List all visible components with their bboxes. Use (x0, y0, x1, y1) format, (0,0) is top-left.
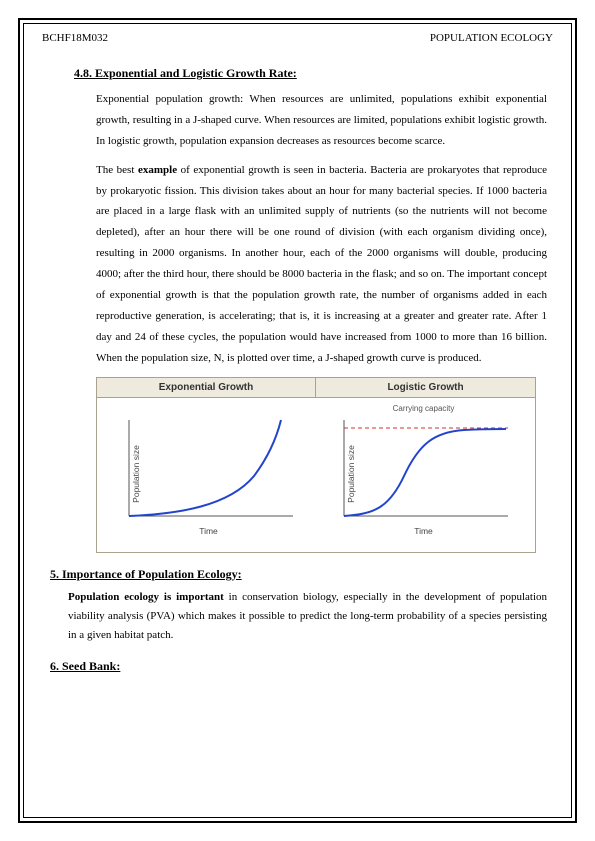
section-48-para2: The best example of exponential growth i… (96, 160, 547, 369)
log-x-label: Time (316, 526, 531, 536)
growth-charts-figure: Exponential Growth Logistic Growth Popul… (96, 377, 536, 553)
section-48-heading: 4.8. Exponential and Logistic Growth Rat… (74, 66, 555, 81)
section-48-number: 4.8. (74, 66, 92, 80)
exponential-chart: Population size Time (101, 404, 316, 544)
exponential-svg (119, 416, 299, 524)
chart-title-row: Exponential Growth Logistic Growth (97, 378, 535, 398)
section-48-para1: Exponential population growth: When reso… (96, 89, 547, 152)
para2-bold: example (138, 164, 177, 176)
log-subcaption: Carrying capacity (316, 404, 531, 414)
log-curve (344, 429, 506, 516)
page-header: BCHF18M032 POPULATION ECOLOGY (40, 32, 555, 44)
chart-title-exponential: Exponential Growth (97, 378, 316, 397)
exp-x-label: Time (101, 526, 316, 536)
page-content: BCHF18M032 POPULATION ECOLOGY 4.8. Expon… (40, 32, 555, 801)
section-6-heading: 6. Seed Bank: (50, 659, 555, 674)
chart-body-row: Population size Time Carrying capacity P… (97, 398, 535, 552)
chart-title-logistic: Logistic Growth (316, 378, 535, 397)
logistic-chart: Carrying capacity Population size Time (316, 404, 531, 544)
exp-subcaption (101, 404, 316, 414)
header-right: POPULATION ECOLOGY (430, 32, 553, 44)
exp-y-label: Population size (131, 445, 141, 503)
section-5-body: Population ecology is important in conse… (68, 588, 547, 646)
section-48-title: Exponential and Logistic Growth Rate: (95, 66, 297, 80)
section-5-heading: 5. Importance of Population Ecology: (50, 567, 555, 582)
logistic-svg (334, 416, 514, 524)
log-y-label: Population size (346, 445, 356, 503)
exp-curve (129, 420, 281, 516)
para2-b: of exponential growth is seen in bacteri… (96, 164, 547, 364)
para2-a: The best (96, 164, 138, 176)
section-5-lead: Population ecology is important (68, 591, 224, 603)
header-left: BCHF18M032 (42, 32, 108, 44)
